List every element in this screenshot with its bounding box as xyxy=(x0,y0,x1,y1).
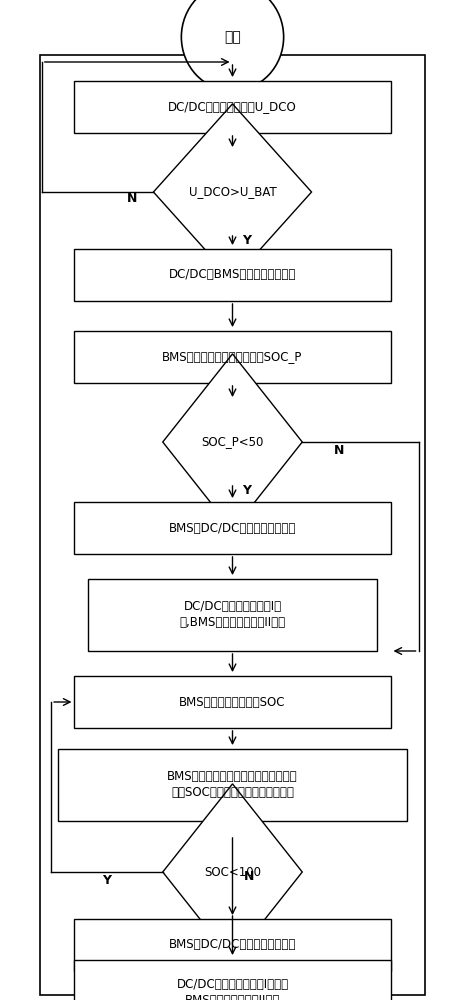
Text: BMS将充电电压、充电电流和当前电池
电量SOC发送给仪表、远程监控终端: BMS将充电电压、充电电流和当前电池 电量SOC发送给仪表、远程监控终端 xyxy=(167,770,298,800)
Text: 开始: 开始 xyxy=(224,30,241,44)
Text: N: N xyxy=(127,192,138,206)
Text: Y: Y xyxy=(102,874,112,886)
Text: Y: Y xyxy=(242,485,251,497)
FancyBboxPatch shape xyxy=(74,81,391,133)
FancyBboxPatch shape xyxy=(88,579,377,651)
Text: DC/DC给BMS发送充电预备指令: DC/DC给BMS发送充电预备指令 xyxy=(169,268,296,282)
Text: DC/DC控制高压继电器I吸
合,BMS控制高压继电器II吸合: DC/DC控制高压继电器I吸 合,BMS控制高压继电器II吸合 xyxy=(179,600,286,630)
Ellipse shape xyxy=(181,0,284,91)
FancyBboxPatch shape xyxy=(74,502,391,554)
FancyBboxPatch shape xyxy=(74,960,391,1000)
Text: SOC_P<50: SOC_P<50 xyxy=(201,436,264,448)
Text: BMS计算充电前动力电池电量SOC_P: BMS计算充电前动力电池电量SOC_P xyxy=(162,351,303,363)
Text: DC/DC控制高压继电器I断开，
BMS控制高压继电器II断开: DC/DC控制高压继电器I断开， BMS控制高压继电器II断开 xyxy=(176,978,289,1000)
Text: BMS给DC/DC发送充电使能指令: BMS给DC/DC发送充电使能指令 xyxy=(169,522,296,534)
Text: BMS计算当前电池电量SOC: BMS计算当前电池电量SOC xyxy=(179,696,286,708)
Text: U_DCO>U_BAT: U_DCO>U_BAT xyxy=(189,186,276,198)
FancyBboxPatch shape xyxy=(74,249,391,301)
Text: SOC<100: SOC<100 xyxy=(204,865,261,879)
Polygon shape xyxy=(163,354,302,530)
FancyBboxPatch shape xyxy=(58,749,407,821)
Text: Y: Y xyxy=(242,233,251,246)
Polygon shape xyxy=(153,104,312,280)
FancyBboxPatch shape xyxy=(74,919,391,971)
Polygon shape xyxy=(163,784,302,960)
Text: N: N xyxy=(334,444,345,456)
FancyBboxPatch shape xyxy=(74,676,391,728)
Text: N: N xyxy=(244,869,254,882)
FancyBboxPatch shape xyxy=(74,331,391,383)
Text: DC/DC自检测开路电压U_DCO: DC/DC自检测开路电压U_DCO xyxy=(168,101,297,113)
Text: BMS给DC/DC发出停止充电指令: BMS给DC/DC发出停止充电指令 xyxy=(169,938,296,952)
